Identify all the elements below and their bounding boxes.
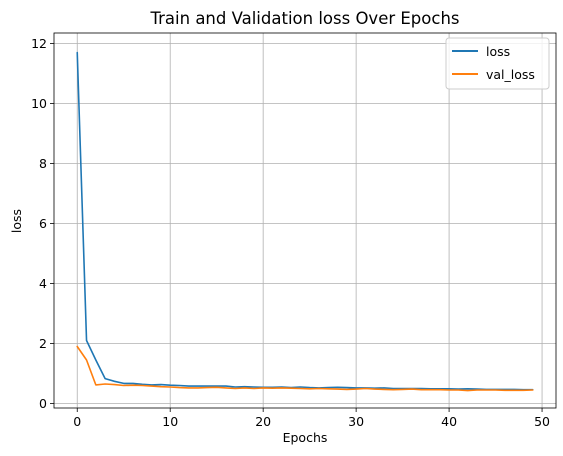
- series-line-loss: [76, 51, 534, 391]
- x-tick-label: 20: [255, 414, 271, 429]
- legend-label-val-loss: val_loss: [486, 67, 535, 82]
- plot-frame: [53, 32, 557, 409]
- ticks: 0 10 20 30 40 50 0 2 4 6 8 10 12: [31, 36, 550, 429]
- y-tick-label: 12: [31, 36, 47, 51]
- y-axis-title: loss: [9, 209, 24, 233]
- series: [76, 51, 534, 392]
- x-tick-label: 30: [348, 414, 364, 429]
- x-axis-title: Epochs: [283, 430, 328, 445]
- x-tick-label: 10: [162, 414, 178, 429]
- y-tick-label: 0: [39, 396, 47, 411]
- x-tick-label: 40: [441, 414, 457, 429]
- y-tick-label: 8: [39, 156, 47, 171]
- legend-label-loss: loss: [486, 44, 510, 59]
- legend: loss val_loss: [445, 37, 550, 90]
- series-line-val-loss: [76, 345, 534, 392]
- chart-title: Train and Validation loss Over Epochs: [149, 9, 459, 28]
- y-tick-label: 4: [39, 276, 47, 291]
- y-tick-label: 2: [39, 336, 47, 351]
- grid: [54, 33, 556, 408]
- y-tick-label: 10: [31, 96, 47, 111]
- x-tick-label: 50: [534, 414, 550, 429]
- x-tick-label: 0: [73, 414, 81, 429]
- y-tick-label: 6: [39, 216, 47, 231]
